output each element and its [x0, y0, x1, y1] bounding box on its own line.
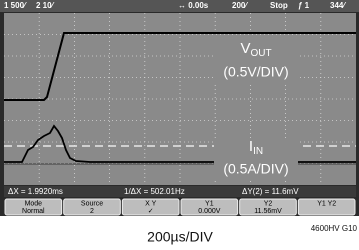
time-ref: ↔ 0.00s	[178, 1, 209, 10]
softkey-top: Y2	[264, 200, 273, 207]
ch1-setting: 1 500⁄	[4, 1, 27, 10]
run-state: Stop	[270, 1, 288, 10]
vout-scale: (0.5V/DIV)	[223, 64, 288, 80]
time-scale: 200⁄	[232, 1, 248, 10]
softkey-bottom: 0.000V	[198, 208, 221, 215]
measure-dy: ΔY(2) = 11.6mV	[242, 187, 299, 196]
figure-id: 4600HV G10	[311, 224, 358, 233]
softkey-bottom: 11.56mV	[254, 208, 282, 215]
softkey-bottom: Normal	[22, 208, 45, 215]
softkey[interactable]: X Y✓	[122, 199, 179, 215]
softkey-top: Y1 Y2	[317, 200, 336, 207]
trigger: ƒ 1	[298, 1, 310, 10]
caption: 200µs/DIV	[147, 229, 213, 245]
softkey-top: Y1	[205, 200, 214, 207]
measure-dx: ΔX = 1.9920ms	[8, 187, 63, 196]
softkey[interactable]: Y1 Y2	[298, 199, 355, 215]
softkey-bottom: ✓	[148, 208, 154, 215]
ch2-setting: 2 10⁄	[36, 1, 55, 10]
softkey-bottom: 2	[90, 208, 94, 215]
trigger-level: 344⁄	[330, 1, 346, 10]
softkey-top: Source	[81, 200, 103, 207]
measure-inv-dx: 1/ΔX = 502.01Hz	[124, 187, 185, 196]
softkey-top: Mode	[25, 200, 43, 207]
softkey-top: X Y	[145, 200, 156, 207]
iin-scale: (0.5A/DIV)	[223, 161, 288, 177]
softkey[interactable]: Y10.000V	[181, 199, 238, 215]
scope-figure: 1 500⁄ 2 10⁄ ↔ 0.00s 200⁄ Stop ƒ 1 344⁄ …	[0, 0, 359, 250]
